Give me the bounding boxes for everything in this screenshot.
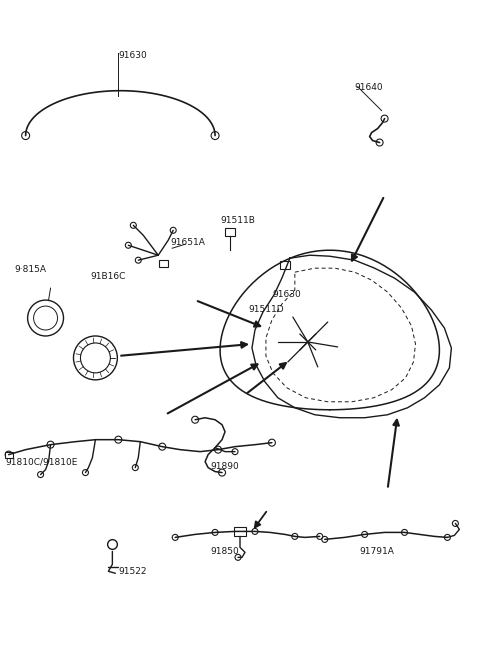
Text: 9·815A: 9·815A [15,265,47,274]
Text: 91511B: 91511B [220,216,255,225]
Bar [234,527,246,536]
Text: 91511D: 91511D [248,305,284,314]
Text: 91640: 91640 [355,83,384,92]
Text: 91630: 91630 [272,290,300,299]
Bar [5,451,12,458]
Bar [159,260,168,267]
Bar [225,228,235,237]
Bar [280,261,290,269]
Text: 91810C/91810E: 91810C/91810E [6,458,78,466]
Text: 91630: 91630 [119,51,147,60]
Text: 91791A: 91791A [360,547,395,556]
Text: 91B16C: 91B16C [90,272,126,281]
Text: 91890: 91890 [210,462,239,470]
Text: 91850: 91850 [210,547,239,556]
Text: 91651A: 91651A [170,238,205,247]
Text: 91522: 91522 [119,567,147,576]
